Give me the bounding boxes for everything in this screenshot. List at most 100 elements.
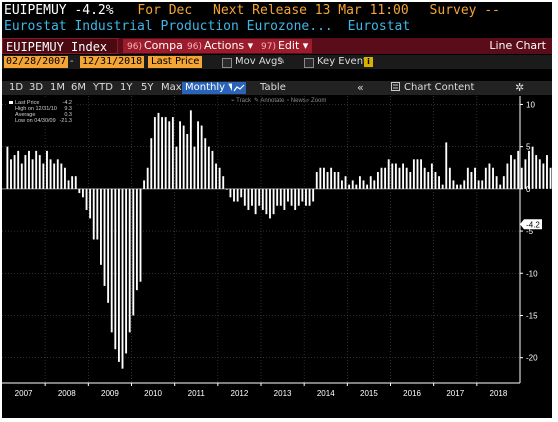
legend-background — [7, 98, 77, 126]
legend-average-value: 0.3 — [64, 112, 72, 118]
chart-bar — [42, 163, 45, 189]
chart-bar — [394, 163, 397, 189]
chart-bar — [236, 188, 239, 202]
legend-low-label: Low on 04/30/09 — [15, 118, 56, 124]
period-1y[interactable]: 1Y — [120, 82, 133, 93]
chart-bar — [215, 163, 217, 189]
actions-menu[interactable]: 96) Actions ▾ — [183, 39, 258, 53]
line-chart-icon[interactable] — [232, 82, 246, 94]
chart-bar — [409, 171, 412, 189]
chart-bar — [513, 159, 516, 189]
track-tool[interactable]: ⌁ Track — [231, 98, 252, 104]
chart-bar — [287, 188, 289, 202]
chart-bar — [225, 188, 228, 190]
chart-bar — [373, 180, 376, 189]
pencil-icon[interactable]: ✎ — [277, 56, 286, 67]
series-description: Eurostat Industrial Production Eurozone.… — [4, 19, 333, 34]
chart-bar — [517, 150, 520, 189]
series-source: Eurostat — [347, 19, 411, 34]
chart-bar — [294, 188, 297, 210]
annotate-tool[interactable]: ✎ Annotate — [254, 97, 285, 104]
legend-average-label: Average — [15, 112, 35, 118]
x-tick-label: 2015 — [360, 389, 378, 398]
frequency-select[interactable]: Monthly ▼ — [182, 82, 239, 94]
chart-bar — [531, 146, 534, 189]
edit-menu[interactable]: 97) Edit ▾ — [257, 39, 313, 53]
edit-shortcut: 97) — [261, 42, 276, 52]
chart-bar — [110, 188, 113, 333]
period-max[interactable]: Max — [161, 82, 182, 93]
date-range-separator: - — [70, 56, 74, 67]
x-tick-label: 2009 — [101, 389, 119, 398]
double-left-arrow-icon[interactable]: « — [357, 81, 364, 94]
period-6m[interactable]: 6M — [71, 82, 86, 93]
chart-type-selector[interactable]: Line Chart — [489, 39, 546, 52]
period-3d[interactable]: 3D — [29, 82, 44, 93]
compare-button[interactable]: 96) Compare — [123, 39, 198, 53]
chart-bar — [211, 150, 214, 189]
chart-bar — [269, 188, 271, 219]
price-field-select[interactable]: Last Price — [148, 56, 203, 68]
period-ytd[interactable]: YTD — [93, 82, 113, 93]
actions-shortcut: 96) — [187, 42, 202, 52]
annotate-tool-label: Annotate — [260, 98, 285, 104]
chart-bar — [200, 125, 203, 189]
chart-bar — [484, 167, 487, 189]
chart-bar — [96, 188, 99, 240]
table-button[interactable]: Table — [260, 82, 286, 93]
y-tick-label: 10 — [526, 100, 535, 109]
x-tick-label: 2014 — [317, 389, 335, 398]
chart-bar — [495, 176, 498, 189]
y-tick-label: -5 — [526, 227, 534, 236]
chart-content-button[interactable]: Chart Content — [391, 81, 474, 95]
key-events-checkbox[interactable] — [304, 58, 314, 68]
chart-bar — [391, 163, 394, 189]
x-tick-label: 2016 — [403, 389, 421, 398]
chart-bar — [416, 159, 419, 189]
chart-bar — [179, 121, 181, 189]
end-date-field[interactable]: 12/31/2018 — [80, 56, 145, 68]
legend-box: Last Price -4.2 High on 12/31/10 9.3 Ave… — [7, 98, 77, 126]
chart-bar — [243, 188, 246, 206]
gear-icon[interactable]: ✲ — [515, 81, 525, 94]
period-toolbar: 1D 3D 1M 6M YTD 1Y 5Y Max Monthly ▼ Tabl… — [2, 81, 552, 95]
period-5y[interactable]: 5Y — [141, 82, 154, 93]
info-icon[interactable]: i — [364, 57, 373, 67]
y-tick-label: -15 — [526, 311, 538, 320]
chart-bar — [420, 159, 423, 189]
header-line: EUIPEMUY -4.2% For Dec Next Release 13 M… — [2, 2, 500, 19]
last-value-badge-shape — [520, 219, 542, 230]
x-tick-label: 2018 — [490, 389, 508, 398]
chart-bar — [197, 121, 199, 189]
start-date-field[interactable]: 02/28/2007 — [4, 56, 69, 68]
mov-avgs-checkbox[interactable] — [222, 58, 232, 68]
chart-bar — [412, 159, 415, 189]
chart-bars — [6, 110, 552, 369]
chart-content-icon — [391, 82, 400, 91]
x-axis-ticks: 2007 2008 2009 2010 2011 2012 2013 2014 2015 2016… — [15, 383, 508, 398]
chart-bar — [240, 188, 243, 198]
chart-bar — [492, 167, 494, 189]
period-1d[interactable]: 1D — [9, 82, 24, 93]
chart-bar — [510, 155, 512, 189]
line-chart-icon-glyph — [233, 84, 245, 92]
chart-bar — [283, 188, 286, 210]
chart-bar — [272, 188, 275, 215]
chart-bar — [222, 176, 225, 189]
security-input[interactable]: EUIPEMUY Index — [2, 38, 118, 54]
chart-bar — [218, 167, 221, 189]
chart-bar — [53, 163, 56, 189]
chart-bar — [459, 184, 462, 189]
chart-bar — [261, 188, 264, 210]
chart-bar — [290, 188, 293, 206]
chart-bar — [28, 150, 30, 189]
news-tool[interactable]: ▫ News — [287, 98, 306, 104]
bar-chart: 10 5 0 -5 -10 -15 -20 2007 2008 2009 2010 2011 2012… — [2, 96, 552, 398]
chart-bar — [49, 159, 52, 189]
zoom-tool[interactable]: ⌕ Zoom — [306, 98, 326, 104]
chart-bar — [319, 167, 322, 189]
chart-bar — [78, 188, 81, 194]
chart-bar — [85, 188, 88, 210]
period-1m[interactable]: 1M — [50, 82, 65, 93]
chart-bar — [337, 171, 340, 189]
